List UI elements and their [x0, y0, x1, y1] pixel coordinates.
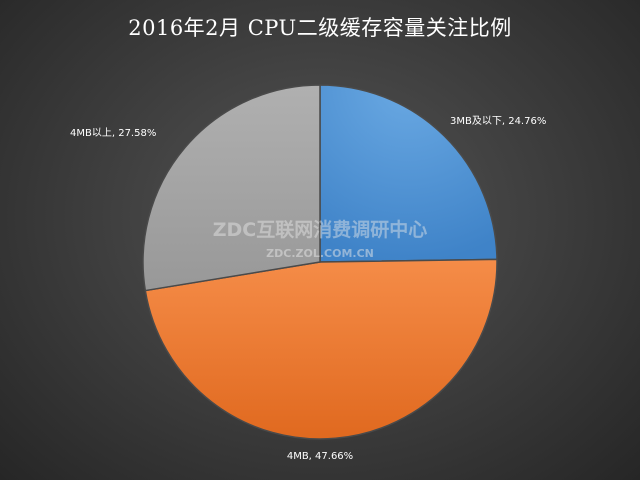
watermark-main: ZDC互联网消费调研中心 [213, 218, 428, 241]
pie-slice-4mb [144, 258, 498, 440]
watermark: ZDC互联网消费调研中心 ZDC.ZOL.COM.CN [213, 218, 428, 260]
label-3mb-and-below: 3MB及以下, 24.76% [450, 115, 546, 127]
watermark-sub: ZDC.ZOL.COM.CN [266, 247, 374, 260]
label-above-4mb: 4MB以上, 27.58% [70, 127, 156, 139]
pie-slice-3mb-and-below [319, 84, 498, 263]
pie-labels: 3MB及以下, 24.76% 4MB, 47.66% 4MB以上, 27.58% [70, 115, 546, 462]
pie-slices [142, 84, 498, 440]
pie-slice-above-4mb [142, 84, 321, 292]
chart-title: 2016年2月 CPU二级缓存容量关注比例 [128, 16, 512, 40]
label-4mb: 4MB, 47.66% [287, 451, 353, 462]
